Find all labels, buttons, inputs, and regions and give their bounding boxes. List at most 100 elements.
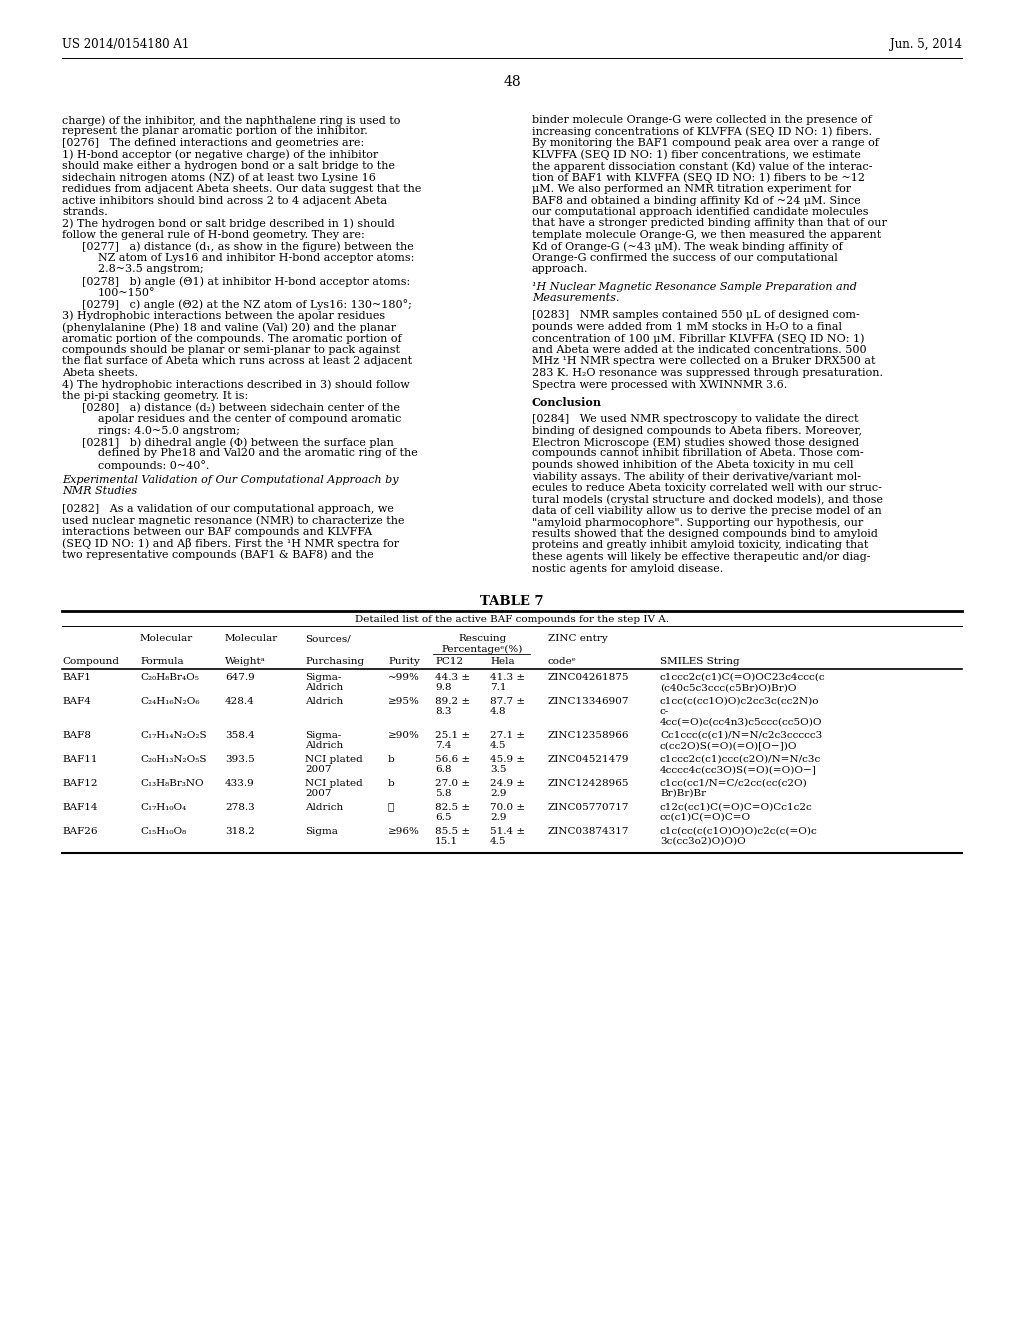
Text: redidues from adjacent Abeta sheets. Our data suggest that the: redidues from adjacent Abeta sheets. Our… — [62, 183, 421, 194]
Text: Detailed list of the active BAF compounds for the step IV A.: Detailed list of the active BAF compound… — [355, 615, 669, 624]
Text: C₁₃H₈Br₃NO: C₁₃H₈Br₃NO — [140, 779, 204, 788]
Text: BAF4: BAF4 — [62, 697, 91, 706]
Text: Abeta sheets.: Abeta sheets. — [62, 368, 138, 378]
Text: [0278]   b) angle (Θ1) at inhibitor H-bond acceptor atoms:: [0278] b) angle (Θ1) at inhibitor H-bond… — [82, 276, 411, 286]
Text: 4cccc4c(cc3O)S(=O)(=O)O−]: 4cccc4c(cc3O)S(=O)(=O)O−] — [660, 766, 817, 774]
Text: Spectra were processed with XWINNMR 3.6.: Spectra were processed with XWINNMR 3.6. — [532, 380, 787, 389]
Text: pounds were added from 1 mM stocks in H₂O to a final: pounds were added from 1 mM stocks in H₂… — [532, 322, 842, 333]
Text: ZINC04521479: ZINC04521479 — [548, 755, 630, 763]
Text: 45.9 ±: 45.9 ± — [490, 755, 525, 763]
Text: Conclusion: Conclusion — [532, 397, 602, 408]
Text: 1) H-bond acceptor (or negative charge) of the inhibitor: 1) H-bond acceptor (or negative charge) … — [62, 149, 378, 160]
Text: b: b — [388, 755, 394, 763]
Text: c(cc2O)S(=O)(=O)[O−])O: c(cc2O)S(=O)(=O)[O−])O — [660, 741, 798, 750]
Text: ZINC entry: ZINC entry — [548, 634, 608, 643]
Text: 8.3: 8.3 — [435, 708, 452, 717]
Text: ~99%: ~99% — [388, 673, 420, 682]
Text: the pi-pi stacking geometry. It is:: the pi-pi stacking geometry. It is: — [62, 391, 248, 401]
Text: Jun. 5, 2014: Jun. 5, 2014 — [890, 38, 962, 51]
Text: ZINC12428965: ZINC12428965 — [548, 779, 630, 788]
Text: rings: 4.0~5.0 angstrom;: rings: 4.0~5.0 angstrom; — [98, 425, 240, 436]
Text: 3.5: 3.5 — [490, 766, 507, 774]
Text: NMR Studies: NMR Studies — [62, 487, 137, 496]
Text: 283 K. H₂O resonance was suppressed through presaturation.: 283 K. H₂O resonance was suppressed thro… — [532, 368, 883, 378]
Text: active inhibitors should bind across 2 to 4 adjacent Abeta: active inhibitors should bind across 2 t… — [62, 195, 387, 206]
Text: NZ atom of Lys16 and inhibitor H-bond acceptor atoms:: NZ atom of Lys16 and inhibitor H-bond ac… — [98, 253, 415, 263]
Text: Cc1ccc(c(c1)/N=N/c2c3ccccc3: Cc1ccc(c(c1)/N=N/c2c3ccccc3 — [660, 730, 822, 739]
Text: 41.3 ±: 41.3 ± — [490, 673, 525, 682]
Text: proteins and greatly inhibit amyloid toxicity, indicating that: proteins and greatly inhibit amyloid tox… — [532, 540, 868, 550]
Text: BAF11: BAF11 — [62, 755, 97, 763]
Text: ≥96%: ≥96% — [388, 826, 420, 836]
Text: 51.4 ±: 51.4 ± — [490, 826, 525, 836]
Text: Sigma: Sigma — [305, 826, 338, 836]
Text: c1cc(c(cc1O)O)c2cc3c(cc2N)o: c1cc(c(cc1O)O)c2cc3c(cc2N)o — [660, 697, 819, 706]
Text: compounds: 0~40°.: compounds: 0~40°. — [98, 459, 209, 471]
Text: 25.1 ±: 25.1 ± — [435, 730, 470, 739]
Text: viability assays. The ability of their derivative/variant mol-: viability assays. The ability of their d… — [532, 471, 861, 482]
Text: should make either a hydrogen bond or a salt bridge to the: should make either a hydrogen bond or a … — [62, 161, 395, 172]
Text: Aldrich: Aldrich — [305, 684, 343, 693]
Text: 393.5: 393.5 — [225, 755, 255, 763]
Text: follow the general rule of H-bond geometry. They are:: follow the general rule of H-bond geomet… — [62, 230, 365, 240]
Text: By monitoring the BAF1 compound peak area over a range of: By monitoring the BAF1 compound peak are… — [532, 139, 879, 148]
Text: C₁₇H₁₀O₄: C₁₇H₁₀O₄ — [140, 803, 186, 812]
Text: compounds should be planar or semi-planar to pack against: compounds should be planar or semi-plana… — [62, 345, 400, 355]
Text: C₁₇H₁₄N₂O₂S: C₁₇H₁₄N₂O₂S — [140, 730, 207, 739]
Text: Aldrich: Aldrich — [305, 697, 343, 706]
Text: c1ccc2c(c1)ccc(c2O)/N=N/c3c: c1ccc2c(c1)ccc(c2O)/N=N/c3c — [660, 755, 821, 763]
Text: "amyloid pharmocophore". Supporting our hypothesis, our: "amyloid pharmocophore". Supporting our … — [532, 517, 863, 528]
Text: these agents will likely be effective therapeutic and/or diag-: these agents will likely be effective th… — [532, 552, 870, 562]
Text: sidechain nitrogen atoms (NZ) of at least two Lysine 16: sidechain nitrogen atoms (NZ) of at leas… — [62, 173, 376, 183]
Text: 278.3: 278.3 — [225, 803, 255, 812]
Text: binding of designed compounds to Abeta fibers. Moreover,: binding of designed compounds to Abeta f… — [532, 425, 862, 436]
Text: data of cell viability allow us to derive the precise model of an: data of cell viability allow us to deriv… — [532, 506, 882, 516]
Text: 87.7 ±: 87.7 ± — [490, 697, 525, 706]
Text: our computational approach identified candidate molecules: our computational approach identified ca… — [532, 207, 868, 216]
Text: results showed that the designed compounds bind to amyloid: results showed that the designed compoun… — [532, 529, 878, 539]
Text: compounds cannot inhibit fibrillation of Abeta. Those com-: compounds cannot inhibit fibrillation of… — [532, 449, 864, 458]
Text: Sources/: Sources/ — [305, 634, 351, 643]
Text: μM. We also performed an NMR titration experiment for: μM. We also performed an NMR titration e… — [532, 183, 851, 194]
Text: 85.5 ±: 85.5 ± — [435, 826, 470, 836]
Text: 15.1: 15.1 — [435, 837, 458, 846]
Text: the flat surface of Abeta which runs across at least 2 adjacent: the flat surface of Abeta which runs acr… — [62, 356, 412, 367]
Text: C₂₀H₁₃N₂O₅S: C₂₀H₁₃N₂O₅S — [140, 755, 207, 763]
Text: 4.5: 4.5 — [490, 741, 507, 750]
Text: Purchasing: Purchasing — [305, 657, 365, 667]
Text: 48: 48 — [503, 75, 521, 88]
Text: NCI plated: NCI plated — [305, 755, 362, 763]
Text: tion of BAF1 with KLVFFA (SEQ ID NO: 1) fibers to be ~12: tion of BAF1 with KLVFFA (SEQ ID NO: 1) … — [532, 173, 865, 183]
Text: 4) The hydrophobic interactions described in 3) should follow: 4) The hydrophobic interactions describe… — [62, 380, 410, 391]
Text: nostic agents for amyloid disease.: nostic agents for amyloid disease. — [532, 564, 723, 573]
Text: 56.6 ±: 56.6 ± — [435, 755, 470, 763]
Text: and Abeta were added at the indicated concentrations. 500: and Abeta were added at the indicated co… — [532, 345, 866, 355]
Text: 7.1: 7.1 — [490, 684, 507, 693]
Text: 100~150°: 100~150° — [98, 288, 156, 297]
Text: Compound: Compound — [62, 657, 119, 667]
Text: Kd of Orange-G (~43 μM). The weak binding affinity of: Kd of Orange-G (~43 μM). The weak bindin… — [532, 242, 843, 252]
Text: b: b — [388, 779, 394, 788]
Text: ⓞ: ⓞ — [388, 803, 394, 812]
Text: 6.5: 6.5 — [435, 813, 452, 822]
Text: Aldrich: Aldrich — [305, 803, 343, 812]
Text: C₂₄H₁₆N₂O₆: C₂₄H₁₆N₂O₆ — [140, 697, 200, 706]
Text: Percentageᵉ(%): Percentageᵉ(%) — [441, 644, 523, 653]
Text: ZINC13346907: ZINC13346907 — [548, 697, 630, 706]
Text: NCI plated: NCI plated — [305, 779, 362, 788]
Text: BAF14: BAF14 — [62, 803, 97, 812]
Text: 70.0 ±: 70.0 ± — [490, 803, 525, 812]
Text: 9.8: 9.8 — [435, 684, 452, 693]
Text: 433.9: 433.9 — [225, 779, 255, 788]
Text: 647.9: 647.9 — [225, 673, 255, 682]
Text: US 2014/0154180 A1: US 2014/0154180 A1 — [62, 38, 189, 51]
Text: Aldrich: Aldrich — [305, 741, 343, 750]
Text: ¹H Nuclear Magnetic Resonance Sample Preparation and: ¹H Nuclear Magnetic Resonance Sample Pre… — [532, 281, 857, 292]
Text: ZINC05770717: ZINC05770717 — [548, 803, 630, 812]
Text: Sigma-: Sigma- — [305, 730, 341, 739]
Text: 24.9 ±: 24.9 ± — [490, 779, 525, 788]
Text: c12c(cc1)C(=O)C=O)Cc1c2c: c12c(cc1)C(=O)C=O)Cc1c2c — [660, 803, 813, 812]
Text: cc(c1)C(=O)C=O: cc(c1)C(=O)C=O — [660, 813, 752, 822]
Text: codeᵉ: codeᵉ — [548, 657, 577, 667]
Text: Formula: Formula — [140, 657, 183, 667]
